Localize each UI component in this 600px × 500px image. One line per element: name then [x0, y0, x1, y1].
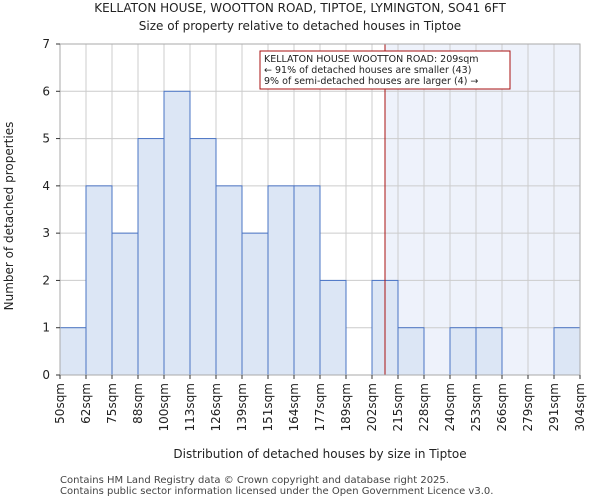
footer-line-2: Contains public sector information licen… — [60, 486, 493, 497]
bar — [59, 327, 87, 376]
y-ticks: 0 1 2 3 4 5 6 7 — [42, 37, 60, 382]
highlight-region — [385, 44, 580, 375]
y-tick-label: 2 — [42, 273, 50, 287]
bar — [137, 138, 165, 376]
bar — [553, 327, 581, 376]
x-tick-label: 177sqm — [313, 383, 327, 431]
x-tick-label: 50sqm — [53, 383, 67, 424]
x-tick-label: 113sqm — [183, 383, 197, 431]
x-tick-label: 202sqm — [365, 383, 379, 431]
x-tick-label: 189sqm — [339, 383, 353, 431]
x-ticks: 50sqm 62sqm 75sqm 88sqm 100sqm 113sqm 126sqm 13… — [53, 375, 587, 431]
bar — [475, 327, 503, 376]
bar — [397, 327, 425, 376]
bar — [163, 90, 191, 376]
x-tick-label: 291sqm — [547, 383, 561, 431]
x-tick-label: 88sqm — [131, 383, 145, 424]
bar — [293, 185, 321, 376]
y-tick-label: 5 — [42, 132, 50, 146]
bar — [319, 279, 347, 376]
x-axis-label: Distribution of detached houses by size … — [173, 447, 466, 461]
x-tick-label: 75sqm — [105, 383, 119, 424]
x-tick-label: 151sqm — [261, 383, 275, 431]
annotation-line-1: KELLATON HOUSE WOOTTON ROAD: 209sqm — [264, 54, 479, 65]
y-tick-label: 4 — [42, 179, 50, 193]
x-tick-label: 279sqm — [521, 383, 535, 431]
bar — [241, 232, 269, 376]
x-tick-label: 253sqm — [469, 383, 483, 431]
annotation-box: KELLATON HOUSE WOOTTON ROAD: 209sqm ← 91… — [259, 50, 511, 90]
bar — [111, 232, 139, 376]
x-tick-label: 100sqm — [157, 383, 171, 431]
x-tick-label: 266sqm — [495, 383, 509, 431]
footer-line-1: Contains HM Land Registry data © Crown c… — [60, 475, 449, 486]
x-tick-label: 164sqm — [287, 383, 301, 431]
bar — [449, 327, 477, 376]
x-tick-label: 139sqm — [235, 383, 249, 431]
y-axis-label: Number of detached properties — [2, 122, 16, 311]
chart-title-line2: Size of property relative to detached ho… — [139, 19, 461, 33]
x-tick-label: 215sqm — [391, 383, 405, 431]
annotation-rect — [259, 50, 511, 90]
x-tick-label: 228sqm — [417, 383, 431, 431]
y-tick-label: 7 — [42, 37, 50, 51]
bar — [85, 185, 113, 376]
bars — [59, 90, 581, 376]
bar — [189, 138, 217, 376]
x-tick-label: 62sqm — [79, 383, 93, 424]
x-tick-label: 304sqm — [573, 383, 587, 431]
x-tick-label: 240sqm — [443, 383, 457, 431]
y-tick-label: 3 — [42, 226, 50, 240]
chart-title-line1: KELLATON HOUSE, WOOTTON ROAD, TIPTOE, LY… — [94, 1, 506, 15]
annotation-line-3: 9% of semi-detached houses are larger (4… — [264, 76, 478, 87]
bar — [215, 185, 243, 376]
annotation-line-2: ← 91% of detached houses are smaller (43… — [264, 65, 471, 76]
bar — [267, 185, 295, 376]
x-tick-label: 126sqm — [209, 383, 223, 431]
y-tick-label: 0 — [42, 368, 50, 382]
y-tick-label: 1 — [42, 321, 50, 335]
y-tick-label: 6 — [42, 84, 50, 98]
